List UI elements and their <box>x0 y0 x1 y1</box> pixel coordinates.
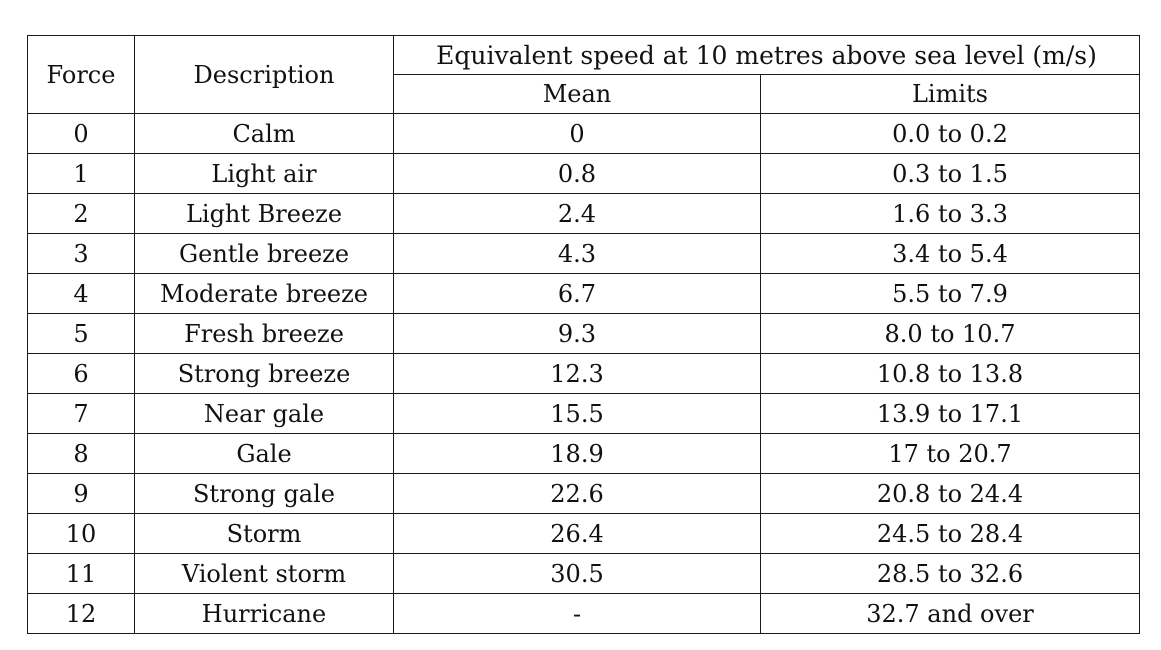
description-cell: Strong gale <box>134 473 394 514</box>
limits-header: Limits <box>760 74 1140 114</box>
table-row: 9 Strong gale 22.6 20.8 to 24.4 <box>27 473 1140 514</box>
description-cell: Moderate breeze <box>134 273 394 314</box>
limits-cell: 8.0 to 10.7 <box>760 313 1140 354</box>
force-header: Force <box>27 35 135 114</box>
force-cell: 5 <box>27 313 135 354</box>
mean-speed-cell: 9.3 <box>393 313 761 354</box>
force-cell: 9 <box>27 473 135 514</box>
limits-cell: 0.0 to 0.2 <box>760 113 1140 154</box>
description-cell: Calm <box>134 113 394 154</box>
description-cell: Hurricane <box>134 593 394 634</box>
limits-cell: 0.3 to 1.5 <box>760 153 1140 194</box>
description-cell: Gentle breeze <box>134 233 394 274</box>
force-cell: 0 <box>27 113 135 154</box>
table-row: 5 Fresh breeze 9.3 8.0 to 10.7 <box>27 313 1140 354</box>
header-row-sub: Mean Limits <box>28 74 1140 114</box>
limits-cell: 28.5 to 32.6 <box>760 553 1140 594</box>
mean-speed-cell: 30.5 <box>393 553 761 594</box>
force-cell: 10 <box>27 513 135 554</box>
force-cell: 8 <box>27 433 135 474</box>
description-cell: Light air <box>134 153 394 194</box>
mean-speed-cell: 18.9 <box>393 433 761 474</box>
description-cell: Storm <box>134 513 394 554</box>
table-body: 0 Calm 0 0.0 to 0.2 1 Light air 0.8 0.3 to 1.5 2… <box>27 113 1140 634</box>
beaufort-scale-table: Force Description Equivalent speed at 10… <box>27 35 1140 634</box>
table-row: 7 Near gale 15.5 13.9 to 17.1 <box>27 393 1140 434</box>
header-row-top: Force Description Equivalent speed at 10… <box>27 35 1140 114</box>
mean-speed-cell: 12.3 <box>393 353 761 394</box>
limits-cell: 13.9 to 17.1 <box>760 393 1140 434</box>
mean-speed-cell: 15.5 <box>393 393 761 434</box>
description-cell: Near gale <box>134 393 394 434</box>
table-row: 11 Violent storm 30.5 28.5 to 32.6 <box>27 553 1140 594</box>
force-cell: 7 <box>27 393 135 434</box>
force-cell: 3 <box>27 233 135 274</box>
description-cell: Gale <box>134 433 394 474</box>
limits-cell: 24.5 to 28.4 <box>760 513 1140 554</box>
limits-cell: 5.5 to 7.9 <box>760 273 1140 314</box>
force-cell: 4 <box>27 273 135 314</box>
table-row: 1 Light air 0.8 0.3 to 1.5 <box>27 153 1140 194</box>
limits-cell: 32.7 and over <box>760 593 1140 634</box>
table-row: 12 Hurricane -32.7 and over <box>27 593 1140 634</box>
table-row: 4 Moderate breeze 6.7 5.5 to 7.9 <box>27 273 1140 314</box>
limits-cell: 3.4 to 5.4 <box>760 233 1140 274</box>
description-cell: Strong breeze <box>134 353 394 394</box>
table-row: 6 Strong breeze 12.3 10.8 to 13.8 <box>27 353 1140 394</box>
mean-speed-cell: 22.6 <box>393 473 761 514</box>
mean-header: Mean <box>393 74 761 114</box>
limits-cell: 1.6 to 3.3 <box>760 193 1140 234</box>
table-row: 2 Light Breeze 2.4 1.6 to 3.3 <box>27 193 1140 234</box>
table-row: 10 Storm 26.4 24.5 to 28.4 <box>27 513 1140 554</box>
mean-speed-cell: 4.3 <box>393 233 761 274</box>
force-cell: 6 <box>27 353 135 394</box>
mean-speed-cell: 2.4 <box>393 193 761 234</box>
description-cell: Light Breeze <box>134 193 394 234</box>
mean-speed-cell: 0.8 <box>393 153 761 194</box>
limits-cell: 17 to 20.7 <box>760 433 1140 474</box>
table-row: 3 Gentle breeze 4.3 3.4 to 5.4 <box>27 233 1140 274</box>
force-cell: 11 <box>27 553 135 594</box>
table-row: 0 Calm 0 0.0 to 0.2 <box>27 113 1140 154</box>
description-cell: Fresh breeze <box>134 313 394 354</box>
mean-speed-cell: 6.7 <box>393 273 761 314</box>
equivalent-speed-header: Equivalent speed at 10 metres above sea … <box>393 35 1140 75</box>
limits-cell: 20.8 to 24.4 <box>760 473 1140 514</box>
description-cell: Violent storm <box>134 553 394 594</box>
force-cell: 2 <box>27 193 135 234</box>
force-cell: 12 <box>27 593 135 634</box>
mean-speed-cell: 0 <box>393 113 761 154</box>
force-cell: 1 <box>27 153 135 194</box>
description-header: Description <box>134 35 394 114</box>
mean-speed-cell: - <box>393 593 761 634</box>
mean-speed-cell: 26.4 <box>393 513 761 554</box>
limits-cell: 10.8 to 13.8 <box>760 353 1140 394</box>
table-row: 8 Gale 18.9 17 to 20.7 <box>27 433 1140 474</box>
